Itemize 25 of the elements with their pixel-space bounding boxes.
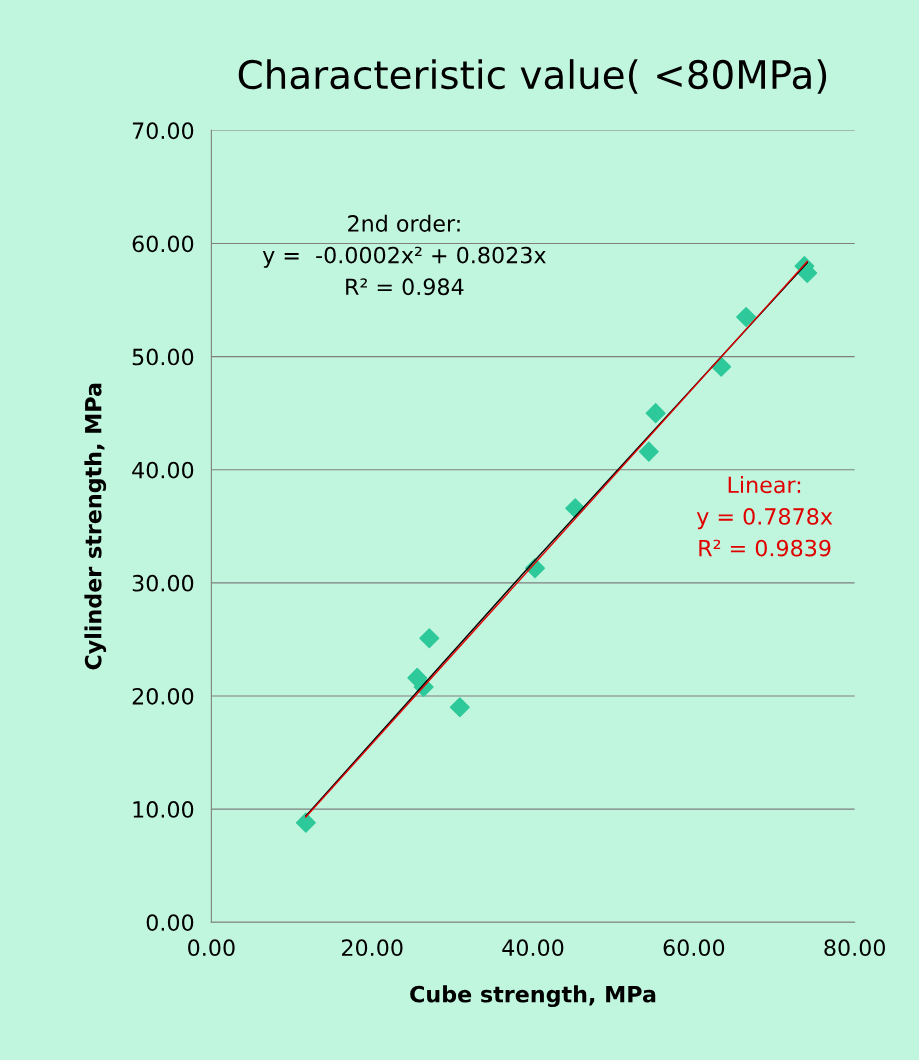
x-tick-label: 40.00	[502, 939, 564, 957]
point	[645, 403, 666, 424]
y-tick-label: 70.00	[132, 122, 194, 140]
y-tick-label: 0.00	[146, 914, 194, 931]
annotation: 2nd order: y = -0.0002x² + 0.8023x R² = 0.984	[262, 214, 546, 296]
chart-title: Characteristic value( <80MPa)	[238, 59, 827, 94]
point	[711, 356, 732, 377]
point	[736, 307, 757, 328]
y-tick-label: 30.00	[132, 574, 194, 592]
x-tick-label: 80.00	[824, 939, 885, 957]
y-tick-label: 10.00	[133, 801, 194, 818]
x-tick-label: 60.00	[663, 939, 725, 957]
y-axis-title: Cylinder strength, MPa	[84, 383, 107, 670]
x-tick-label: 0.00	[188, 939, 235, 957]
x-tick-label: 20.00	[342, 939, 403, 957]
annotation: Linear: y = 0.7878x R² = 0.9839	[696, 475, 833, 557]
y-tick-label: 50.00	[132, 348, 194, 366]
point	[449, 697, 470, 718]
y-tick-label: 40.00	[132, 461, 194, 479]
point	[419, 628, 440, 649]
point	[638, 441, 659, 462]
y-tick-label: 20.00	[132, 687, 194, 705]
point	[295, 812, 316, 833]
x-axis-title: Cube strength, MPa	[410, 985, 656, 1008]
y-tick-label: 60.00	[132, 235, 194, 253]
